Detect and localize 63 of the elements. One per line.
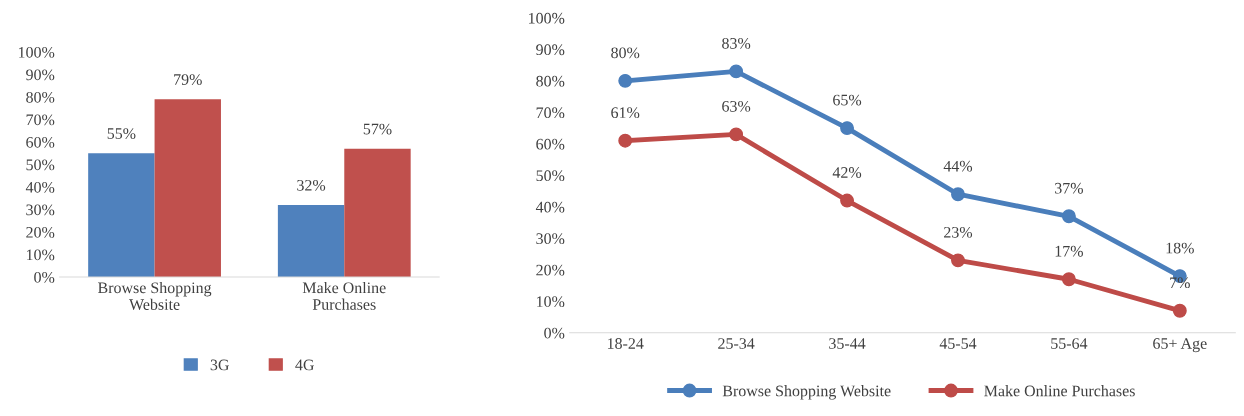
bar bbox=[154, 99, 221, 278]
y-tick-label: 80% bbox=[26, 91, 55, 103]
data-label: 18% bbox=[1166, 242, 1194, 254]
y-tick-label: 10% bbox=[537, 296, 565, 308]
point bbox=[618, 133, 633, 148]
legend-label: 3G bbox=[210, 359, 229, 371]
point bbox=[840, 193, 855, 208]
y-tick-label: 20% bbox=[26, 226, 55, 238]
y-tick-label: 40% bbox=[535, 201, 565, 213]
data-label: 23% bbox=[944, 226, 973, 238]
x-tick-label: 35-44 bbox=[829, 338, 866, 349]
y-tick-label: 30% bbox=[26, 204, 55, 216]
legend-label: Make Online Purchases bbox=[984, 385, 1135, 397]
point bbox=[1172, 303, 1187, 318]
y-tick-label: 100% bbox=[529, 12, 565, 24]
data-label: 7% bbox=[1170, 277, 1190, 289]
y-tick-label: 100% bbox=[18, 46, 55, 58]
data-label: 80% bbox=[611, 47, 640, 59]
data-label: 57% bbox=[363, 123, 392, 135]
y-tick-label: 50% bbox=[536, 170, 565, 182]
data-label: 83% bbox=[722, 37, 751, 49]
y-tick-label: 40% bbox=[25, 181, 55, 193]
bar bbox=[344, 148, 411, 278]
point bbox=[840, 121, 855, 136]
bar bbox=[277, 205, 345, 278]
bar bbox=[88, 153, 155, 278]
data-label: 32% bbox=[297, 179, 326, 191]
y-tick-label: 30% bbox=[536, 233, 565, 245]
y-tick-label: 60% bbox=[536, 138, 565, 150]
legend-label: Browse Shopping Website bbox=[722, 385, 891, 400]
y-tick-label: 70% bbox=[536, 107, 565, 119]
x-tick-label: 65+ Age bbox=[1153, 338, 1207, 353]
y-tick-label: 70% bbox=[26, 114, 55, 126]
data-label: 55% bbox=[107, 128, 136, 139]
x-tick-label: 45-54 bbox=[939, 338, 977, 349]
y-tick-label: 20% bbox=[536, 264, 565, 276]
data-label: 44% bbox=[943, 160, 973, 172]
point bbox=[729, 64, 744, 79]
point bbox=[618, 73, 633, 88]
point bbox=[951, 187, 965, 202]
data-label: 17% bbox=[1055, 245, 1083, 257]
y-tick-label: 90% bbox=[26, 69, 55, 81]
point bbox=[1061, 272, 1076, 287]
data-label: 79% bbox=[174, 74, 202, 85]
y-tick-label: 80% bbox=[536, 75, 565, 87]
y-tick-label: 10% bbox=[26, 249, 55, 261]
y-tick-label: 50% bbox=[26, 159, 55, 171]
data-label: 42% bbox=[832, 167, 862, 178]
legend-label: 4G bbox=[295, 359, 314, 371]
x-tick-label: 18-24 bbox=[607, 338, 644, 349]
x-tick-label: 25-34 bbox=[718, 338, 755, 349]
x-tick-label: 55-64 bbox=[1051, 338, 1088, 349]
data-label: 65% bbox=[833, 94, 862, 106]
y-tick-label: 0% bbox=[544, 327, 565, 339]
data-label: 61% bbox=[611, 107, 640, 119]
y-tick-label: 60% bbox=[26, 136, 55, 148]
data-label: 63% bbox=[722, 100, 751, 112]
point bbox=[951, 253, 965, 268]
point bbox=[729, 127, 744, 142]
y-tick-label: 0% bbox=[34, 271, 55, 283]
data-label: 37% bbox=[1055, 182, 1083, 194]
y-tick-label: 90% bbox=[536, 44, 565, 56]
point bbox=[1061, 209, 1076, 224]
